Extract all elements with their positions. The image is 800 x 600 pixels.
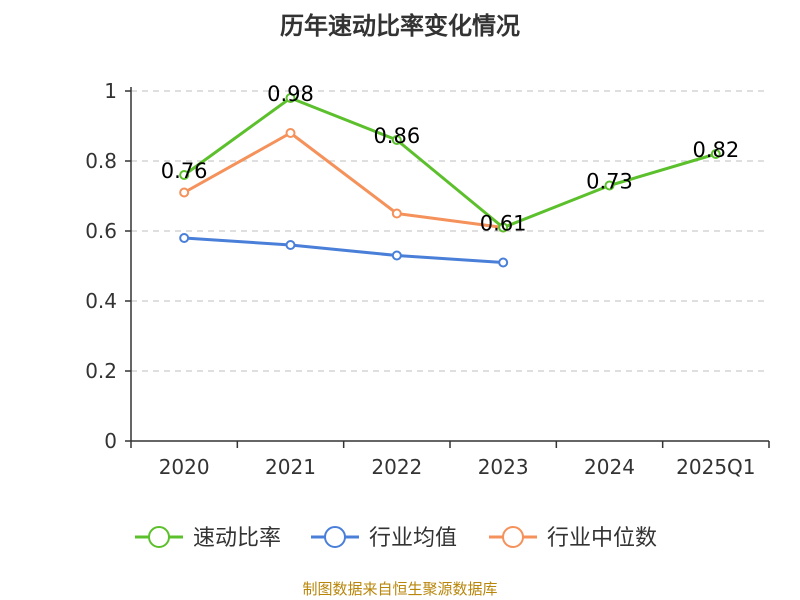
legend-label: 速动比率 [193,526,281,551]
data-point [604,180,615,191]
x-tick-label: 2020 [159,455,210,479]
grid-layer [131,90,769,372]
legend: 速动比率 行业均值 行业中位数 [135,526,657,551]
legend-marker [502,526,524,548]
legend-marker [148,526,170,548]
data-point [285,128,296,138]
data-label: 0.61 [480,212,527,236]
data-point [710,149,721,159]
data-point [179,233,190,243]
data-label: 0.73 [586,170,633,194]
data-point [179,170,190,180]
y-tick-label: 0.4 [85,289,117,313]
x-tick-label: 2022 [371,455,422,479]
data-point [179,187,190,198]
legend-label: 行业中位数 [547,526,657,551]
data-label-layer: 0.76 0.98 0.86 0.61 0.73 0.82 [161,82,739,236]
series-line [183,96,717,229]
y-tick-label: 0.6 [85,219,117,243]
data-point [391,208,402,219]
series-line [183,131,504,229]
data-label: 0.98 [267,82,314,106]
data-label: 0.86 [373,124,420,148]
y-tick-label: 0.2 [85,359,117,383]
x-tick-label: 2023 [478,455,529,479]
x-tick-label: 2021 [265,455,316,479]
series-line [184,236,504,264]
data-point [285,93,296,103]
data-label: 0.82 [692,138,739,162]
data-point [498,222,509,233]
chart-title: 历年速动比率变化情况 [280,12,520,40]
y-tick-label: 0.8 [85,149,117,173]
axis-layer: 0 0.2 0.4 0.6 0.8 1 2020 2021 2022 2023 2024 2025Q1 [85,79,770,479]
legend-marker [324,526,346,548]
source-note: 制图数据来自恒生聚源数据库 [302,580,498,598]
series-layer [179,93,721,268]
x-tick-label: 2024 [584,455,635,479]
x-tick-label: 2025Q1 [676,455,755,479]
data-point [285,240,296,250]
data-label: 0.76 [161,159,208,183]
data-point [391,250,402,261]
data-point [391,135,402,145]
y-tick-label: 0 [104,429,117,453]
legend-label: 行业均值 [369,526,457,551]
y-tick-label: 1 [104,79,117,103]
data-point [498,257,509,268]
